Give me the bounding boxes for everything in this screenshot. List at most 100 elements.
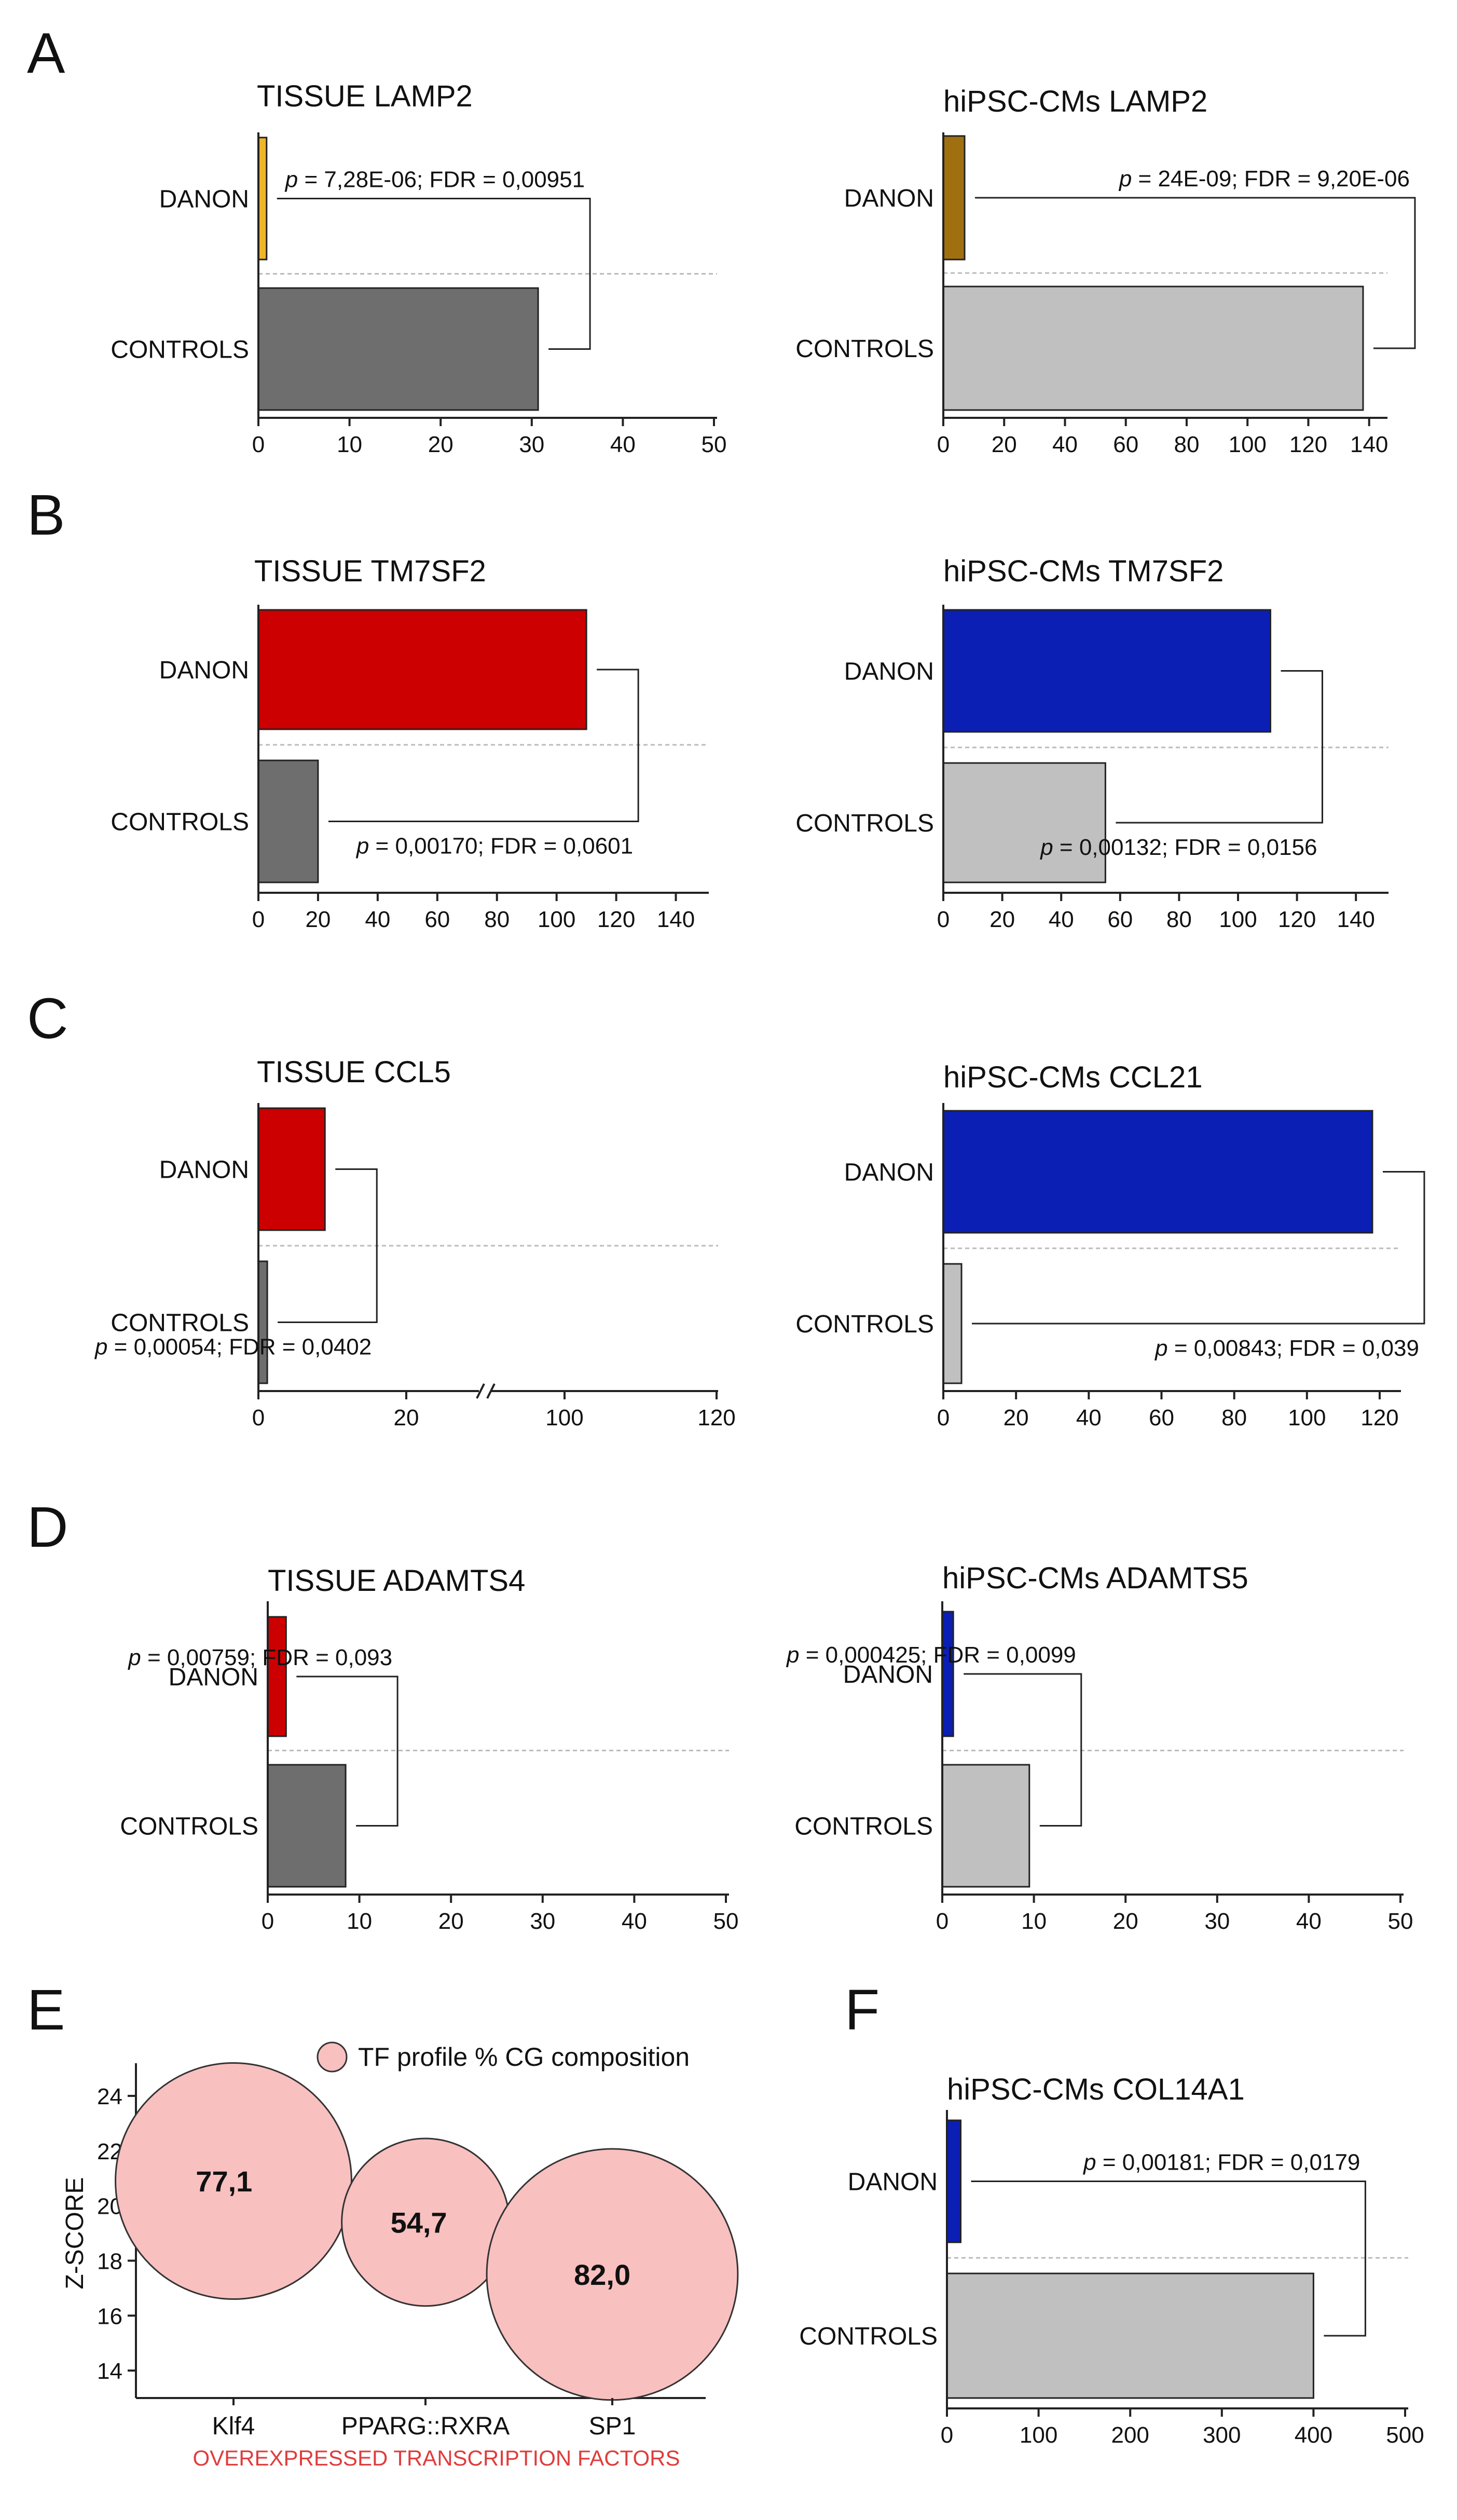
- x-tick-label: 20: [394, 1405, 419, 1431]
- x-tick-label: 0: [252, 1405, 265, 1431]
- chart-title: TISSUE CCL5: [257, 1055, 451, 1089]
- x-tick-label: 0: [262, 1909, 274, 1934]
- chart-title: TISSUE TM7SF2: [254, 554, 486, 588]
- p-symbol: p: [1082, 2150, 1096, 2175]
- p-symbol: p: [1154, 1336, 1167, 1361]
- category-label: DANON: [843, 1661, 933, 1688]
- significance-bracket: [328, 669, 639, 822]
- x-tick-label: 300: [1203, 2422, 1241, 2448]
- p-value-text: = 0,00132; FDR = 0,0156: [1053, 835, 1317, 860]
- x-tick-label: 30: [530, 1909, 555, 1934]
- category-label: CONTROLS: [111, 1310, 249, 1337]
- chart-f: hiPSC-CMs COL14A1 DANON CONTROLS 0 100 200 300…: [799, 2073, 1424, 2448]
- x-tick-label: 10: [337, 432, 362, 457]
- bar-controls: [257, 1260, 268, 1384]
- x-tick-label: 20: [1004, 1405, 1029, 1431]
- y-tick-label: 14: [97, 2359, 122, 2384]
- significance-bracket: [964, 1673, 1082, 1827]
- chart-b-left: TISSUE TM7SF2 DANON CONTROLS 0 20 40 60 80 100 12…: [111, 554, 709, 932]
- chart-title: hiPSC-CMs CCL21: [943, 1060, 1203, 1094]
- x-tick-label: 20: [438, 1909, 464, 1934]
- category-label: CONTROLS: [794, 1813, 933, 1841]
- legend-label: TF profile % CG composition: [358, 2042, 690, 2072]
- category-label: CONTROLS: [111, 809, 249, 836]
- bubble-klf4: [115, 2062, 352, 2300]
- chart-title: TISSUE ADAMTS4: [268, 1564, 525, 1598]
- significance-bracket: [278, 1168, 378, 1323]
- x-tick-label: 40: [1052, 432, 1078, 457]
- x-tick-label: 100: [1020, 2422, 1057, 2448]
- significance-bracket: [975, 197, 1416, 349]
- bar-danon: [942, 1110, 1373, 1234]
- chart-d-right: hiPSC-CMs ADAMTS5 DANON CONTROLS 0 10 20 30 40 5…: [786, 1561, 1413, 1934]
- bubble-label: 82,0: [574, 2258, 630, 2291]
- bar-danon: [257, 609, 587, 730]
- category-label: DANON: [159, 1156, 249, 1184]
- category-label: DANON: [844, 658, 934, 686]
- x-tick-label: 0: [936, 1909, 949, 1934]
- p-symbol: p: [127, 1645, 141, 1670]
- panel-letter-a: A: [27, 21, 65, 85]
- p-symbol: p: [355, 834, 369, 859]
- x-tick-label: 0: [252, 432, 265, 457]
- p-value-annotation: p = 0,00054; FDR = 0,0402: [94, 1334, 372, 1360]
- x-tick-label: 20: [305, 907, 331, 932]
- x-tick-label: 20: [992, 432, 1017, 457]
- bar-controls: [257, 759, 319, 883]
- x-tick-label: 40: [1049, 907, 1074, 932]
- bar-danon: [267, 1616, 287, 1737]
- bar-controls: [942, 1263, 963, 1384]
- category-label: CONTROLS: [795, 1311, 934, 1338]
- x-tick-label: 40: [1296, 1909, 1322, 1934]
- x-tick-label: 30: [519, 432, 544, 457]
- p-value-text: = 0,00181; FDR = 0,0179: [1096, 2150, 1360, 2175]
- x-tick-label: 20: [1113, 1909, 1138, 1934]
- x-tick-label: 140: [1337, 907, 1374, 932]
- panel-letter-e: E: [27, 1978, 65, 2042]
- chart-c-left: TISSUE CCL5 DANON CONTROLS 0 20 100 120 p = 0,0…: [94, 1055, 736, 1431]
- x-tick-label: 30: [1204, 1909, 1230, 1934]
- x-tick-label: 0: [937, 1405, 950, 1431]
- x-tick-label: 80: [484, 907, 510, 932]
- bar-controls: [942, 762, 1106, 883]
- bar-controls: [267, 1764, 347, 1888]
- x-tick-label: 50: [713, 1909, 739, 1934]
- bar-danon: [942, 609, 1271, 733]
- panel-letter-c: C: [27, 987, 68, 1051]
- x-tick-label: 10: [347, 1909, 372, 1934]
- p-value-text: = 0,00170; FDR = 0,0601: [369, 834, 633, 859]
- axis-break-mark: [476, 1383, 485, 1399]
- x-tick-label: 100: [538, 907, 575, 932]
- category-label: DANON: [844, 1159, 934, 1187]
- p-value-annotation: p = 0,00132; FDR = 0,0156: [1039, 835, 1317, 860]
- x-category-label: Klf4: [212, 2413, 255, 2440]
- category-label: DANON: [159, 657, 249, 684]
- bar-danon: [942, 135, 966, 261]
- p-value-text: = 0,00843; FDR = 0,039: [1168, 1336, 1419, 1361]
- p-value-annotation: p = 0,00170; FDR = 0,0601: [355, 834, 633, 859]
- x-category-label: SP1: [589, 2413, 636, 2440]
- x-tick-label: 100: [545, 1405, 583, 1431]
- p-value-annotation: p = 0,00843; FDR = 0,039: [1154, 1336, 1419, 1361]
- x-tick-label: 500: [1386, 2422, 1424, 2448]
- y-tick-label: 16: [97, 2304, 122, 2329]
- category-label: CONTROLS: [799, 2323, 938, 2350]
- x-tick-label: 400: [1295, 2422, 1332, 2448]
- x-tick-label: 100: [1228, 432, 1266, 457]
- x-tick-label: 20: [428, 432, 453, 457]
- category-label: CONTROLS: [120, 1813, 258, 1841]
- p-symbol: p: [1118, 166, 1132, 192]
- category-label: DANON: [848, 2169, 938, 2196]
- chart-b-right: hiPSC-CMs TM7SF2 DANON CONTROLS 0 20 40 60 80 10…: [795, 554, 1389, 932]
- x-tick-label: 100: [1288, 1405, 1326, 1431]
- significance-bracket: [971, 2181, 1366, 2337]
- chart-a-right: hiPSC-CMs LAMP2 DANON CONTROLS 0 20 40 60 80 100…: [795, 85, 1416, 457]
- chart-title: TISSUE LAMP2: [257, 79, 473, 113]
- x-tick-label: 40: [610, 432, 636, 457]
- p-value-annotation: p = 7,28E-06; FDR = 0,00951: [284, 167, 585, 193]
- chart-a-left: TISSUE LAMP2 DANON CONTROLS 0 10 20 30 40 50 p = …: [111, 79, 726, 457]
- category-label: CONTROLS: [795, 810, 934, 837]
- x-tick-label: 40: [1076, 1405, 1102, 1431]
- significance-bracket: [277, 198, 591, 350]
